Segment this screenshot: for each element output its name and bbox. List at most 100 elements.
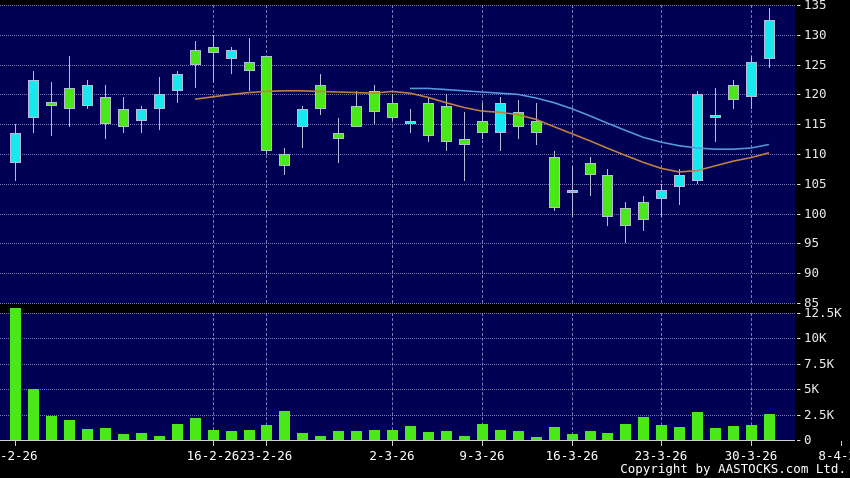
candle-body[interactable] [566, 189, 578, 193]
volume-bar[interactable] [225, 431, 237, 440]
candle-body[interactable] [117, 109, 129, 128]
volume-bar[interactable] [332, 430, 344, 440]
volume-bar[interactable] [655, 424, 667, 440]
tick-label: 95 [804, 235, 820, 251]
volume-bar[interactable] [458, 435, 470, 440]
volume-bar[interactable] [530, 436, 542, 440]
price-axis-tick: -135 [795, 0, 850, 11]
candle-body[interactable] [512, 112, 524, 128]
volume-bar[interactable] [727, 425, 739, 440]
candle-body[interactable] [494, 103, 506, 134]
volume-bar[interactable] [691, 411, 703, 440]
volume-bar[interactable] [135, 433, 147, 440]
volume-bar[interactable] [548, 426, 560, 440]
volume-bar[interactable] [243, 429, 255, 440]
volume-bar[interactable] [619, 423, 631, 440]
volume-bar[interactable] [512, 430, 524, 440]
volume-bar[interactable] [709, 427, 721, 440]
candle-body[interactable] [45, 101, 57, 107]
candle-wick [661, 183, 662, 217]
candle-body[interactable] [225, 49, 237, 59]
candle-body[interactable] [691, 94, 703, 181]
candle-body[interactable] [99, 97, 111, 125]
candle-body[interactable] [332, 133, 344, 140]
candle-body[interactable] [9, 133, 21, 163]
volume-bar[interactable] [27, 389, 39, 440]
candle-body[interactable] [260, 55, 272, 152]
candle-body[interactable] [368, 91, 380, 113]
volume-bar[interactable] [745, 424, 757, 440]
date-axis-label: 16-2-26 [186, 448, 240, 463]
volume-bar[interactable] [368, 430, 380, 440]
volume-bar[interactable] [476, 423, 488, 440]
volume-bar[interactable] [99, 427, 111, 440]
volume-bar[interactable] [404, 425, 416, 440]
candle-body[interactable] [458, 139, 470, 146]
candle-body[interactable] [637, 201, 649, 220]
candle-body[interactable] [745, 61, 757, 98]
volume-bar[interactable] [566, 433, 578, 440]
candle-body[interactable] [81, 85, 93, 107]
gridline-v [392, 5, 393, 303]
candle-body[interactable] [440, 106, 452, 143]
volume-bar[interactable] [153, 435, 165, 440]
candle-body[interactable] [243, 61, 255, 71]
candle-body[interactable] [763, 19, 775, 59]
candle-body[interactable] [422, 103, 434, 137]
candle-body[interactable] [171, 73, 183, 92]
candle-body[interactable] [601, 174, 613, 217]
volume-bar[interactable] [171, 423, 183, 440]
candle-body[interactable] [27, 79, 39, 119]
volume-bar[interactable] [207, 429, 219, 440]
volume-bar[interactable] [81, 428, 93, 440]
volume-bar[interactable] [117, 433, 129, 440]
volume-axis-tick: -2.5K [795, 408, 850, 421]
volume-bar[interactable] [63, 419, 75, 440]
volume-bar[interactable] [601, 432, 613, 440]
volume-bar[interactable] [350, 430, 362, 440]
volume-chart-panel[interactable] [0, 307, 842, 441]
gridline-v [661, 313, 662, 440]
candle-body[interactable] [135, 109, 147, 122]
candle-body[interactable] [63, 88, 75, 110]
candle-body[interactable] [314, 85, 326, 110]
price-chart-panel[interactable] [0, 5, 842, 304]
volume-bar[interactable] [296, 432, 308, 440]
candle-body[interactable] [207, 46, 219, 53]
candle-body[interactable] [619, 207, 631, 226]
candle-body[interactable] [189, 49, 201, 65]
candle-body[interactable] [278, 154, 290, 166]
volume-bar[interactable] [763, 413, 775, 440]
volume-bar[interactable] [494, 430, 506, 440]
volume-axis: -12.5K -10K -7.5K -5K -2.5K -0 [795, 306, 850, 447]
volume-bar[interactable] [386, 429, 398, 440]
candle-body[interactable] [296, 109, 308, 128]
candle-body[interactable] [709, 115, 721, 119]
candle-body[interactable] [727, 85, 739, 101]
volume-bar[interactable] [9, 307, 21, 440]
candle-body[interactable] [350, 106, 362, 128]
gridline-v [751, 5, 752, 303]
volume-bar[interactable] [584, 430, 596, 440]
volume-bar[interactable] [673, 426, 685, 440]
candle-body[interactable] [673, 174, 685, 187]
volume-bar[interactable] [422, 431, 434, 440]
candle-body[interactable] [530, 121, 542, 134]
tick-label: 10K [804, 330, 827, 346]
tick-label: 0 [804, 432, 812, 447]
candle-body[interactable] [584, 162, 596, 175]
candle-body[interactable] [386, 103, 398, 119]
volume-bar[interactable] [440, 430, 452, 440]
candle-body[interactable] [404, 121, 416, 125]
volume-bar[interactable] [189, 417, 201, 440]
gridline-h [0, 154, 795, 155]
volume-bar[interactable] [45, 415, 57, 440]
candle-body[interactable] [153, 94, 165, 110]
candle-body[interactable] [548, 156, 560, 208]
volume-bar[interactable] [260, 424, 272, 440]
volume-bar[interactable] [278, 410, 290, 440]
candle-body[interactable] [655, 189, 667, 199]
candle-body[interactable] [476, 121, 488, 134]
volume-bar[interactable] [314, 435, 326, 440]
volume-bar[interactable] [637, 416, 649, 440]
